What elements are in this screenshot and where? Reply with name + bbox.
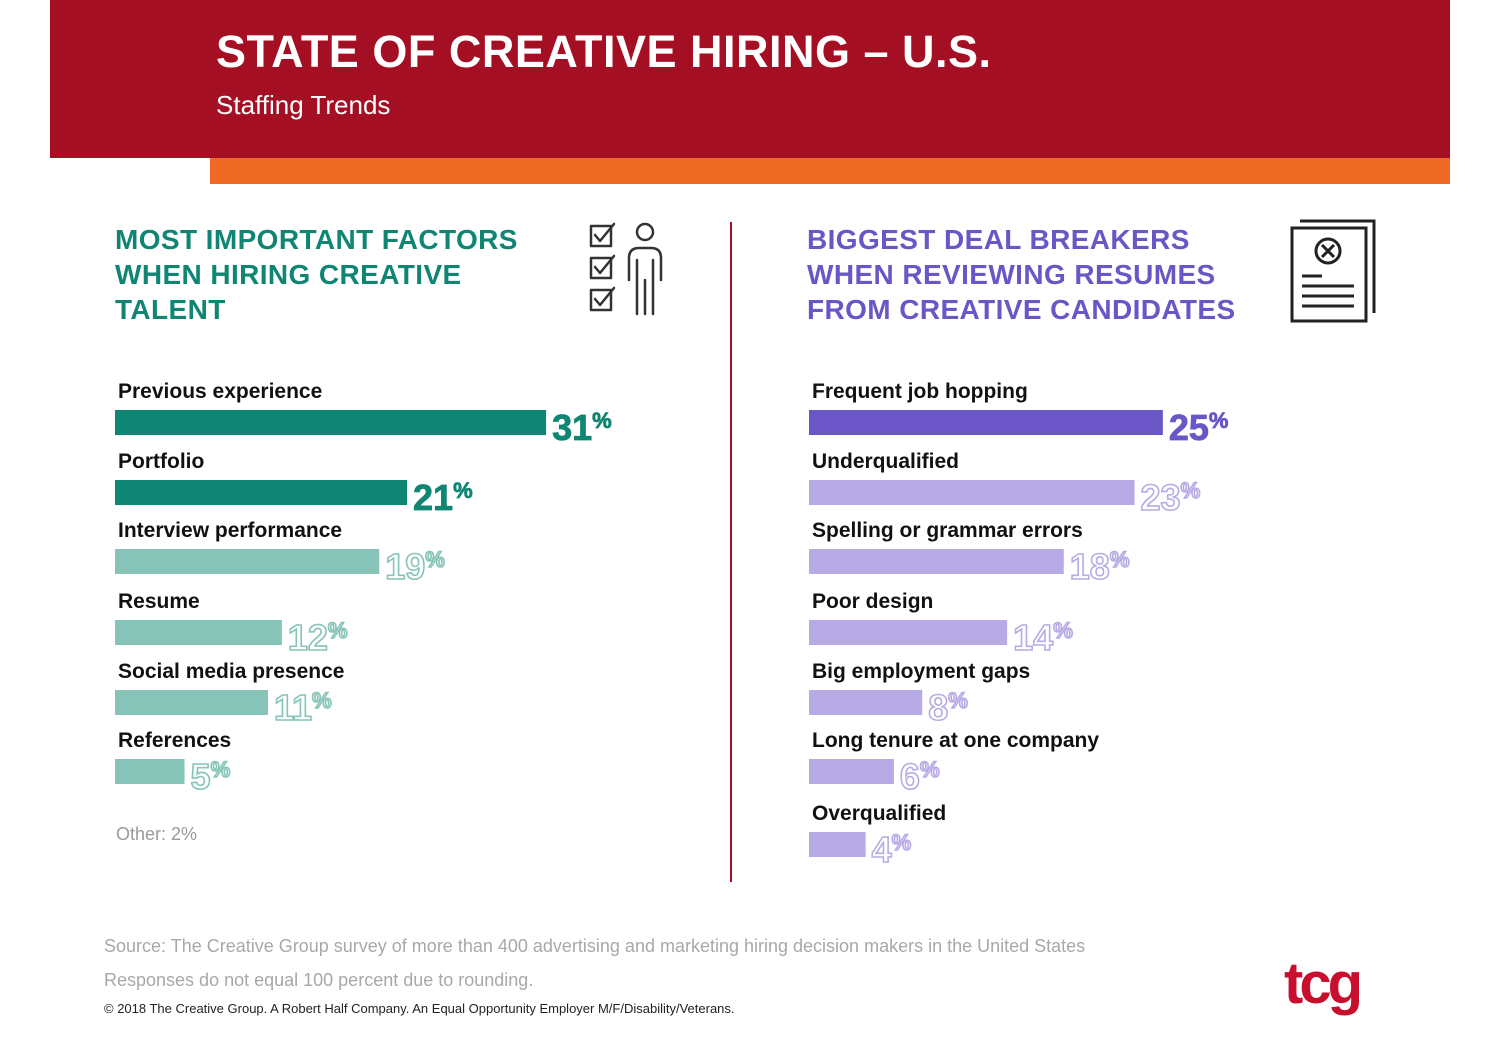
category-label: Poor design	[812, 590, 933, 613]
value-label: 8%	[928, 687, 968, 728]
left-heading-line: MOST IMPORTANT FACTORS	[115, 224, 518, 255]
value-label: 12%	[288, 617, 348, 658]
category-label: Resume	[118, 590, 200, 613]
panel-divider	[730, 222, 732, 882]
other-note: Other: 2%	[116, 824, 198, 844]
right-heading-line: BIGGEST DEAL BREAKERS	[807, 224, 1190, 255]
category-label: Social media presence	[118, 660, 344, 683]
category-label: Underqualified	[812, 450, 959, 473]
copyright-text: © 2018 The Creative Group. A Robert Half…	[104, 1001, 735, 1016]
hiring-factors-chart: Previous experience 31% Portfolio 21% Interv…	[115, 380, 612, 798]
category-label: Portfolio	[118, 450, 204, 473]
left-heading: MOST IMPORTANT FACTORS WHEN HIRING CREAT…	[115, 222, 565, 327]
value-label: 11%	[274, 687, 332, 728]
tcg-logo: tcg	[1284, 955, 1364, 1016]
bar	[115, 410, 547, 435]
bar	[115, 620, 282, 645]
value-label: 25%	[1169, 407, 1229, 448]
value-label: 31%	[552, 407, 612, 448]
rounding-note: Responses do not equal 100 percent due t…	[104, 970, 534, 990]
category-label: Spelling or grammar errors	[812, 519, 1083, 542]
deal-breakers-chart: Frequent job hopping 25% Underqualified 23%…	[809, 380, 1229, 871]
bar	[809, 690, 923, 715]
value-label: 14%	[1013, 617, 1073, 658]
value-label: 19%	[385, 546, 445, 587]
source-note: Source: The Creative Group survey of mor…	[104, 936, 1086, 956]
bar	[115, 549, 380, 574]
value-label: 5%	[191, 756, 231, 797]
page-subtitle: Staffing Trends	[216, 90, 391, 120]
value-label: 23%	[1141, 477, 1201, 518]
bar	[809, 759, 894, 784]
right-heading: BIGGEST DEAL BREAKERS WHEN REVIEWING RES…	[807, 222, 1287, 327]
right-heading-line: WHEN REVIEWING RESUMES	[807, 259, 1216, 290]
value-label: 4%	[872, 829, 912, 870]
category-label: Overqualified	[812, 802, 946, 825]
left-heading-line: WHEN HIRING CREATIVE	[115, 259, 462, 290]
page-title: STATE OF CREATIVE HIRING – U.S.	[216, 26, 992, 77]
value-label: 6%	[900, 756, 940, 797]
right-heading-line: FROM CREATIVE CANDIDATES	[807, 294, 1236, 325]
bar	[115, 759, 185, 784]
header-banner: STATE OF CREATIVE HIRING – U.S. Staffing…	[50, 0, 1450, 158]
value-label: 18%	[1070, 546, 1130, 587]
category-label: Previous experience	[118, 380, 322, 403]
bar	[809, 620, 1008, 645]
tcg-logo-text: tcg	[1284, 955, 1360, 1016]
bar	[115, 480, 408, 505]
bar	[115, 690, 268, 715]
bar	[809, 410, 1163, 435]
rejected-resume-icon	[1290, 219, 1376, 323]
category-label: References	[118, 729, 231, 752]
bar	[809, 549, 1064, 574]
category-label: Long tenure at one company	[812, 729, 1099, 752]
checklist-person-icon	[589, 222, 663, 316]
left-heading-line: TALENT	[115, 294, 226, 325]
bar	[809, 832, 866, 857]
category-label: Frequent job hopping	[812, 380, 1028, 403]
bar	[809, 480, 1135, 505]
category-label: Big employment gaps	[812, 660, 1030, 683]
value-label: 21%	[413, 477, 473, 518]
accent-stripe	[210, 158, 1450, 184]
category-label: Interview performance	[118, 519, 342, 542]
